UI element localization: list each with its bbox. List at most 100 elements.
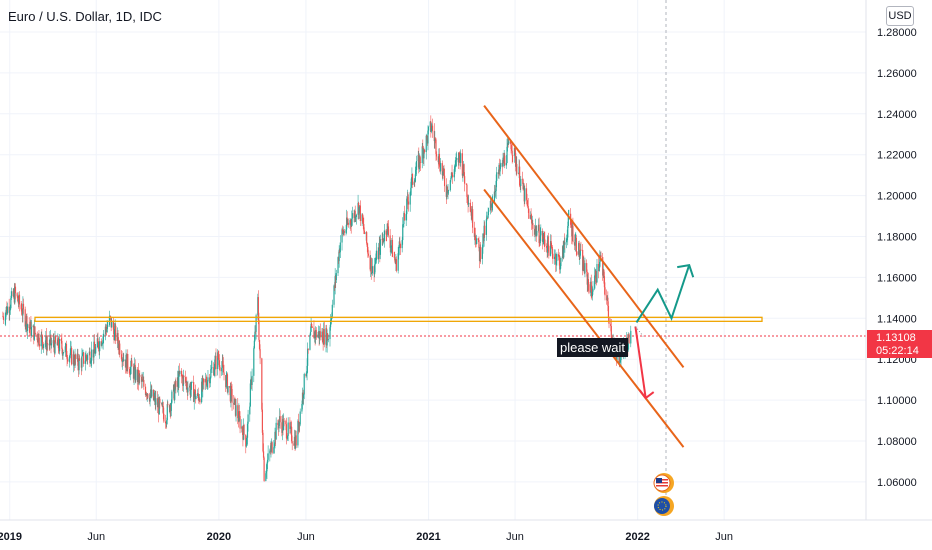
candle-body [566,237,568,239]
candle-body [389,235,391,248]
time-axis[interactable]: 2019 Jun 2020 Jun 2021 Jun 2022 Jun [0,531,733,543]
candle-body [410,178,412,188]
candle-body [251,375,253,385]
candle-body [226,374,229,393]
candle-body [237,405,239,419]
candle-body [267,453,269,460]
candle-body [487,211,489,218]
candle-body [564,242,566,245]
candle-body [95,347,97,354]
candle-body [202,378,204,390]
candle-body [610,326,612,338]
currency-button[interactable]: USD [886,6,914,26]
candle-body [507,142,509,147]
candle-body [430,128,433,132]
price-tick-label: 1.06000 [877,477,917,489]
candle-body [54,336,57,343]
candle-body [261,358,263,410]
candle-body [402,224,404,225]
projection-up-path[interactable] [635,264,691,323]
candle-body [521,178,524,180]
candle-body [403,213,406,221]
candle-body [65,343,68,357]
candle-body [379,239,382,255]
candle-body [102,336,104,343]
candle-body [85,355,88,358]
candle-body [4,319,6,321]
candle-body [406,198,408,215]
candle-body [139,374,141,377]
candle-body [181,370,183,377]
candle-body [454,167,456,170]
candle-body [409,192,411,205]
candle-body [249,383,251,407]
candle-body [594,275,596,289]
candle-body [431,125,434,131]
candle-body [91,349,93,361]
candle-body [530,215,532,218]
candle-body [427,130,429,144]
candle-body [345,229,347,233]
candle-body [397,253,399,271]
candle-body [370,257,372,274]
candle-body [616,354,618,361]
candle-body [567,225,569,238]
candle-body [355,217,357,220]
candle-body [238,411,241,417]
candle-body [538,224,540,244]
candle-body [190,389,192,395]
candle-body [410,187,412,193]
candlestick-series [2,115,632,482]
candle-body [423,149,426,153]
candle-body [285,424,288,439]
channel-lower-line[interactable] [483,188,685,448]
projection-down-path[interactable] [634,326,647,399]
channel-upper-line[interactable] [483,104,685,369]
candle-body [367,246,369,254]
candle-body [570,224,572,228]
candle-body [106,327,108,333]
candle-body [450,177,452,181]
event-icons[interactable] [653,473,674,516]
horizontal-level-line[interactable] [34,316,763,322]
candle-body [496,172,498,181]
candle-body [362,222,364,225]
candle-body [303,394,305,399]
candle-body [476,238,478,245]
candle-body [263,457,265,481]
candle-body [49,338,51,346]
candle-body [101,343,103,346]
candle-body [335,273,337,280]
candle-body [194,389,196,400]
eu-flag-icon[interactable] [654,496,674,516]
price-axis[interactable]: 1.28000 1.26000 1.24000 1.22000 1.20000 1.180… [877,27,917,489]
annotation-label[interactable]: please wait [557,338,629,357]
us-flag-icon[interactable] [653,473,674,493]
candle-body [241,426,243,432]
price-tick-label: 1.28000 [877,27,917,39]
candle-body [75,354,77,359]
candle-body [66,356,68,360]
candle-body [182,376,184,386]
candle-body [449,180,451,191]
candle-body [193,382,195,402]
candle-body [331,304,333,317]
trend-drawings[interactable] [34,104,763,448]
candle-body [191,382,193,383]
candle-body [473,227,475,237]
candle-body [199,399,201,403]
candle-body [130,366,132,375]
candle-body [100,341,103,346]
candle-body [458,152,461,156]
candle-body [171,391,173,403]
candle-body [415,169,417,175]
candle-body [509,141,512,144]
candle-body [557,254,560,257]
candle-body [439,163,442,172]
candle-body [278,420,280,429]
candle-body [83,352,85,364]
candle-body [306,365,308,373]
candle-body [135,369,137,381]
candle-body [61,349,64,356]
